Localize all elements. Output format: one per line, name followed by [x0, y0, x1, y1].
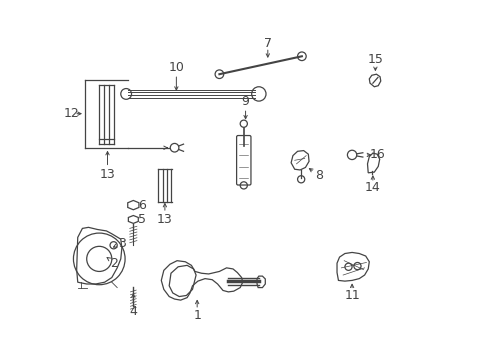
Text: 5: 5 — [138, 213, 146, 226]
Text: 1: 1 — [193, 309, 201, 322]
Text: 11: 11 — [344, 289, 359, 302]
Text: 6: 6 — [138, 199, 146, 212]
Text: 14: 14 — [364, 181, 380, 194]
Text: 10: 10 — [168, 60, 184, 73]
Text: 13: 13 — [100, 168, 115, 181]
Text: 16: 16 — [369, 148, 385, 161]
Text: 3: 3 — [118, 237, 125, 250]
Text: 4: 4 — [129, 305, 137, 318]
Text: 7: 7 — [263, 36, 271, 50]
Text: 9: 9 — [241, 95, 249, 108]
Text: 12: 12 — [63, 107, 80, 120]
Text: 15: 15 — [366, 53, 383, 66]
Text: 2: 2 — [109, 257, 117, 270]
Text: 13: 13 — [157, 213, 172, 226]
Text: 8: 8 — [314, 169, 323, 182]
